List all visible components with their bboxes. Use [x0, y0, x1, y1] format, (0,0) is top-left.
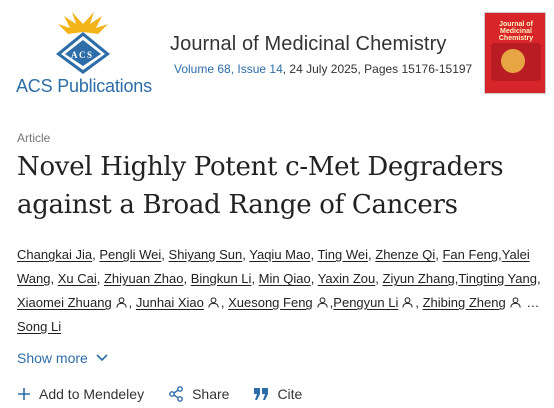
- author-separator: …: [522, 295, 540, 310]
- author-separator: ,: [415, 295, 423, 310]
- author-separator: ,: [329, 295, 334, 310]
- person-icon[interactable]: [402, 297, 413, 308]
- article-actions: Add to Mendeley Share Cite: [17, 386, 326, 402]
- quote-icon: [254, 388, 269, 400]
- author-link[interactable]: Ting Wei: [317, 247, 369, 262]
- cite-label: Cite: [277, 386, 303, 402]
- svg-text:A: A: [71, 50, 78, 60]
- author-link[interactable]: Yaxin Zou: [317, 271, 376, 286]
- author-link[interactable]: Min Qiao: [258, 271, 311, 286]
- article-type: Article: [17, 131, 51, 145]
- cover-art-accent: [501, 49, 525, 73]
- show-more-label: Show more: [17, 350, 88, 366]
- author-separator: ,: [375, 271, 383, 286]
- article-title: Novel Highly Potent c-Met Degraders agai…: [17, 152, 504, 220]
- author-separator: ,: [220, 295, 229, 310]
- author-link[interactable]: Bingkun Li: [190, 271, 252, 286]
- author-link[interactable]: Zhenze Qi: [375, 247, 436, 262]
- svg-text:C: C: [79, 50, 86, 60]
- person-icon[interactable]: [317, 297, 328, 308]
- author-separator: ,: [50, 271, 58, 286]
- chevron-down-icon: [96, 354, 108, 362]
- journal-cover-image[interactable]: Journal of Medicinal Chemistry: [484, 12, 546, 94]
- share-button[interactable]: Share: [168, 386, 229, 402]
- acs-publications-logo[interactable]: A C S ACS Publications: [16, 10, 156, 100]
- author-separator: ,: [251, 271, 259, 286]
- author-separator: ,: [368, 247, 376, 262]
- author-link[interactable]: Shiyang Sun: [168, 247, 243, 262]
- author-link[interactable]: Junhai Xiao: [135, 295, 204, 310]
- author-link[interactable]: Zhibing Zheng: [422, 295, 506, 310]
- author-link[interactable]: Changkai Jia: [17, 247, 93, 262]
- author-separator: ,: [536, 271, 541, 286]
- journal-issue-info: Volume 68, Issue 14, 24 July 2025, Pages…: [174, 62, 472, 76]
- share-label: Share: [192, 386, 230, 402]
- author-separator: ,: [435, 247, 443, 262]
- issue-date-pages: , 24 July 2025, Pages 15176-15197: [282, 62, 473, 76]
- author-separator: ,: [92, 247, 100, 262]
- cite-button[interactable]: Cite: [253, 386, 302, 402]
- person-icon[interactable]: [510, 297, 521, 308]
- author-link[interactable]: Yaqiu Mao: [249, 247, 311, 262]
- author-link[interactable]: Song Li: [17, 319, 62, 334]
- person-icon[interactable]: [208, 297, 219, 308]
- author-link[interactable]: Xu Cai: [57, 271, 97, 286]
- author-separator: ,: [454, 271, 459, 286]
- author-link[interactable]: Fan Feng: [442, 247, 499, 262]
- logo-text: ACS Publications: [16, 76, 152, 96]
- author-link[interactable]: Xiaomei Zhuang: [17, 295, 112, 310]
- share-icon: [169, 386, 183, 402]
- author-separator: ,: [183, 271, 191, 286]
- svg-text:S: S: [87, 50, 92, 60]
- author-separator: ,: [498, 247, 502, 262]
- author-separator: ,: [161, 247, 169, 262]
- plus-icon: [18, 388, 30, 400]
- author-link[interactable]: Ziyun Zhang: [382, 271, 455, 286]
- author-separator: ,: [242, 247, 250, 262]
- add-to-mendeley-label: Add to Mendeley: [39, 386, 145, 402]
- author-list: Changkai Jia, Pengli Wei, Shiyang Sun, Y…: [17, 243, 549, 339]
- author-link[interactable]: Tingting Yang: [458, 271, 537, 286]
- author-separator: ,: [310, 271, 318, 286]
- volume-issue-link[interactable]: Volume 68, Issue 14: [174, 62, 283, 76]
- author-separator: ,: [96, 271, 104, 286]
- author-link[interactable]: Zhiyuan Zhao: [103, 271, 184, 286]
- author-separator: ,: [310, 247, 318, 262]
- author-link[interactable]: Pengyun Li: [333, 295, 399, 310]
- author-link[interactable]: Pengli Wei: [99, 247, 162, 262]
- acs-eagle-emblem-icon: A C S: [56, 12, 110, 74]
- journal-title[interactable]: Journal of Medicinal Chemistry: [170, 33, 447, 55]
- person-icon[interactable]: [116, 297, 127, 308]
- author-separator: ,: [128, 295, 136, 310]
- author-link[interactable]: Yalei Wang: [17, 247, 530, 286]
- show-more-button[interactable]: Show more: [17, 350, 108, 366]
- cover-title: Journal of Medicinal Chemistry: [498, 21, 534, 42]
- add-to-mendeley-button[interactable]: Add to Mendeley: [17, 386, 144, 402]
- author-link[interactable]: Xuesong Feng: [228, 295, 313, 310]
